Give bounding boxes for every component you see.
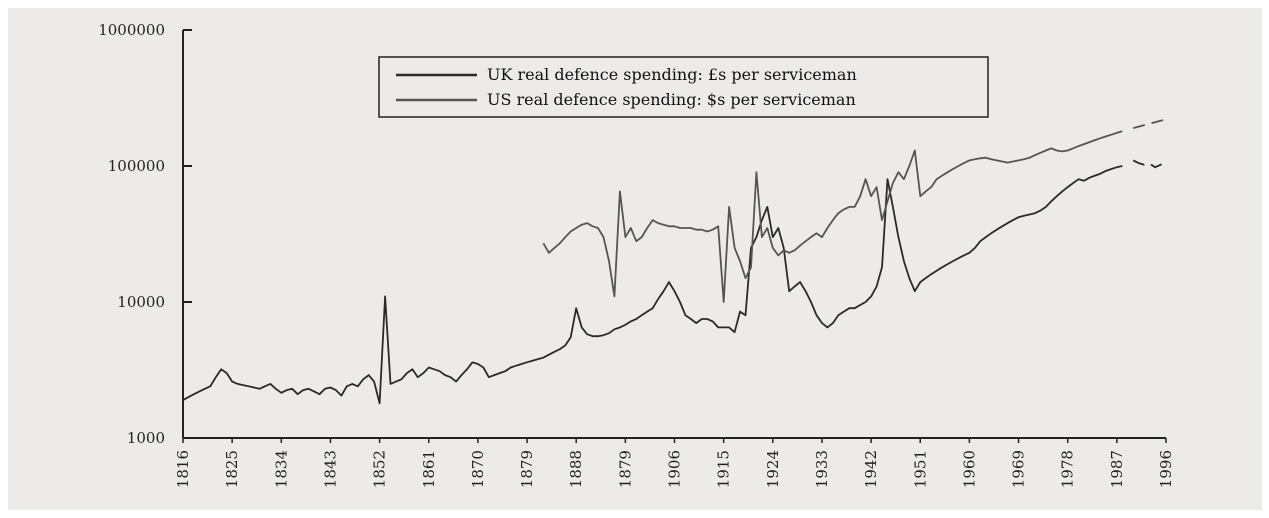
legend-box [378,56,989,118]
y-axis-ticks: 1000 10000 100000 1000000 [98,21,192,447]
series-line-uk-projection [1132,159,1167,169]
x-tick-label: 1816 [174,450,192,488]
x-axis-ticks: 1816 1825 1834 1843 1852 1861 1870 1879 1888 1879… [174,438,1175,488]
x-tick-label: 1996 [1157,450,1175,488]
legend-label-us: US real defence spending: $s per service… [487,90,856,109]
x-tick-label: 1924 [764,450,782,488]
series-line-us [542,130,1123,303]
series-line-uk [182,165,1123,405]
y-tick-label: 100000 [108,157,165,175]
x-tick-label: 1978 [1059,450,1077,488]
x-tick-label: 1960 [960,450,978,488]
x-tick-label: 1888 [567,450,585,488]
x-tick-label: 1861 [420,450,438,488]
x-tick-label: 1915 [715,450,733,488]
series-layer [182,118,1167,405]
x-tick-label: 1933 [813,450,831,488]
x-tick-label: 1852 [371,450,389,488]
series-line-us-projection [1132,118,1167,129]
x-tick-label: 1906 [666,450,684,488]
x-tick-label: 1879 [518,450,536,488]
legend-label-uk: UK real defence spending: £s per service… [487,65,857,84]
x-tick-label: 1987 [1108,450,1126,488]
y-tick-label: 10000 [117,293,165,311]
x-tick-label: 1942 [862,450,880,488]
x-tick-label: 1879 [616,450,634,488]
x-tick-label: 1870 [469,450,487,488]
y-tick-label: 1000 [127,429,165,447]
legend: UK real defence spending: £s per service… [378,56,989,118]
x-tick-label: 1834 [272,450,290,488]
y-tick-label: 1000000 [98,21,165,39]
x-tick-label: 1951 [911,450,929,488]
x-tick-label: 1843 [321,450,339,488]
x-tick-label: 1825 [223,450,241,488]
x-tick-label: 1969 [1010,450,1028,488]
